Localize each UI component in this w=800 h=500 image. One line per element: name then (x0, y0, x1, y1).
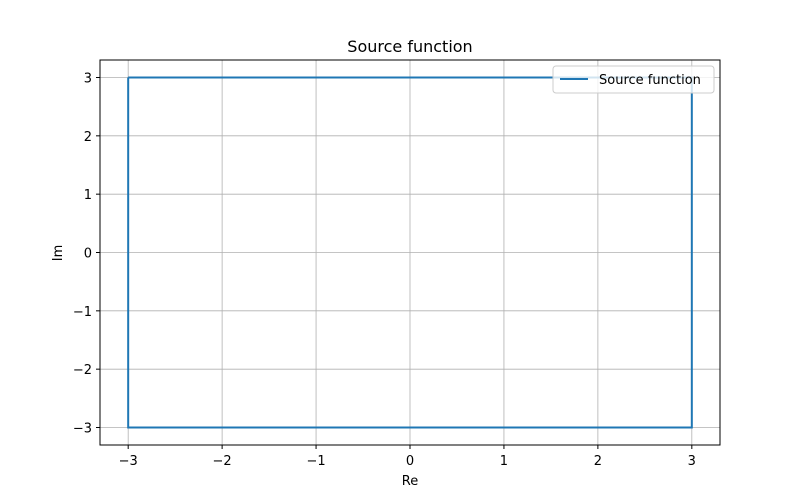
y-tick-label: −2 (73, 363, 92, 378)
y-axis: −3 −2 −1 0 1 2 3 (73, 72, 100, 437)
y-tick-label: −3 (73, 422, 92, 437)
y-tick-label: −1 (73, 305, 92, 320)
y-tick-label: 0 (84, 247, 92, 262)
chart-title: Source function (347, 37, 472, 56)
legend-entry-label: Source function (599, 73, 701, 88)
x-tick-label: 0 (406, 454, 414, 469)
y-axis-label: Im (51, 245, 66, 262)
x-tick-label: −1 (306, 454, 325, 469)
y-tick-label: 1 (84, 188, 92, 203)
series-line (127, 76, 693, 429)
legend-box (552, 65, 715, 94)
x-tick-label: 1 (500, 454, 508, 469)
y-tick-label: 2 (84, 130, 92, 145)
x-tick-label: −3 (119, 454, 138, 469)
y-tick-label: 3 (84, 72, 92, 87)
x-tick-label: 2 (594, 454, 602, 469)
series-layer (127, 76, 693, 429)
x-axis: −3 −2 −1 0 1 2 3 (119, 445, 696, 469)
x-tick-label: −2 (213, 454, 232, 469)
plot-area (99, 59, 721, 446)
x-tick-label: 3 (688, 454, 696, 469)
legend: Source function (552, 65, 715, 94)
x-axis-label: Re (402, 474, 418, 489)
